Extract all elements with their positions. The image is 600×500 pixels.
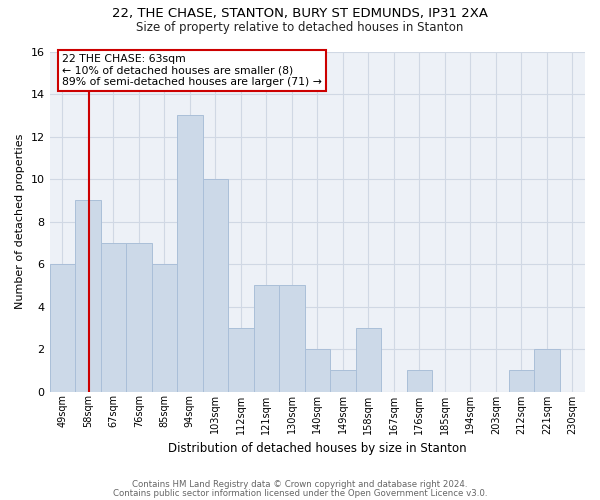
Bar <box>228 328 254 392</box>
Bar <box>305 349 330 392</box>
Text: Contains public sector information licensed under the Open Government Licence v3: Contains public sector information licen… <box>113 489 487 498</box>
Bar <box>126 243 152 392</box>
Text: 22, THE CHASE, STANTON, BURY ST EDMUNDS, IP31 2XA: 22, THE CHASE, STANTON, BURY ST EDMUNDS,… <box>112 8 488 20</box>
Bar <box>509 370 534 392</box>
Text: 22 THE CHASE: 63sqm
← 10% of detached houses are smaller (8)
89% of semi-detache: 22 THE CHASE: 63sqm ← 10% of detached ho… <box>62 54 322 87</box>
Y-axis label: Number of detached properties: Number of detached properties <box>15 134 25 309</box>
Bar <box>534 349 560 392</box>
Bar <box>330 370 356 392</box>
Bar <box>75 200 101 392</box>
Bar <box>356 328 381 392</box>
Bar <box>279 286 305 392</box>
Bar <box>177 116 203 392</box>
Text: Size of property relative to detached houses in Stanton: Size of property relative to detached ho… <box>136 21 464 34</box>
Bar <box>50 264 75 392</box>
Bar <box>152 264 177 392</box>
Bar <box>254 286 279 392</box>
Bar <box>101 243 126 392</box>
Text: Contains HM Land Registry data © Crown copyright and database right 2024.: Contains HM Land Registry data © Crown c… <box>132 480 468 489</box>
Bar <box>407 370 432 392</box>
Bar <box>203 179 228 392</box>
X-axis label: Distribution of detached houses by size in Stanton: Distribution of detached houses by size … <box>168 442 467 455</box>
